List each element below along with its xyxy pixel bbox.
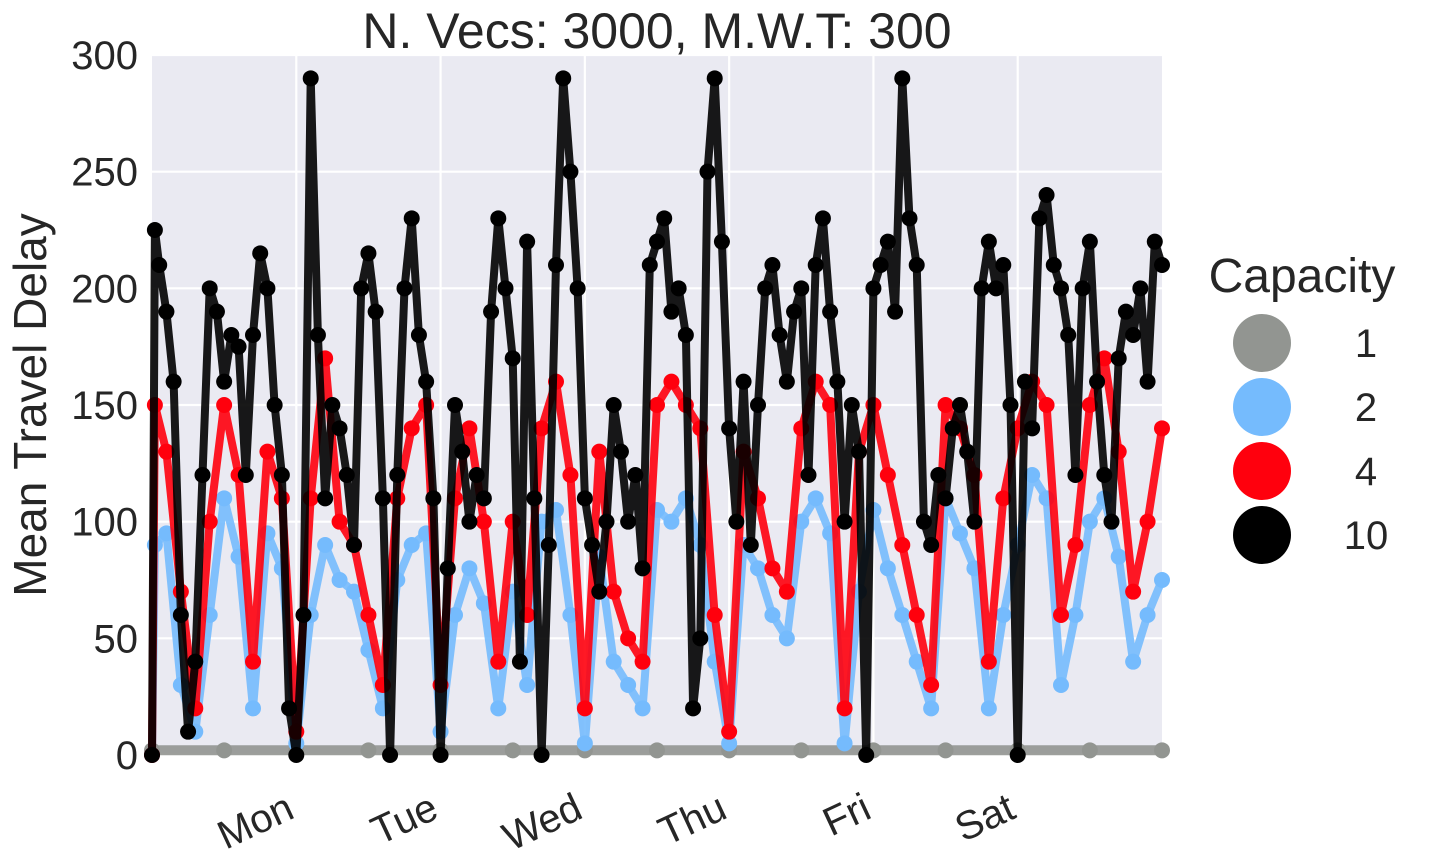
series-band [148,471,1166,756]
y-axis-label: Mean Travel Delay [4,213,56,597]
x-tick-label: Sat [949,785,1022,850]
x-tick-labels: Mon Tue Wed Thu Fri Sat [211,785,1022,859]
y-tick-label: 200 [71,267,138,311]
scatter-points [144,70,1170,763]
x-tick-label: Thu [652,785,733,854]
series-10 [144,70,1170,763]
legend: Capacity 1 2 4 10 [1209,250,1396,564]
y-tick-label: 100 [71,501,138,545]
x-tick-label: Mon [211,785,300,858]
x-tick-label: Tue [365,785,445,853]
legend-title: Capacity [1209,250,1396,303]
legend-label: 2 [1355,386,1377,430]
y-tick-labels: 0 50 100 150 200 250 300 [71,34,138,778]
chart-title: N. Vecs: 3000, M.W.T: 300 [362,3,951,59]
legend-marker [1233,314,1291,372]
legend-marker [1233,442,1291,500]
legend-marker [1233,506,1291,564]
series-band [148,74,1166,759]
x-tick-label: Fri [816,785,877,845]
y-tick-label: 0 [116,734,138,778]
y-tick-label: 300 [71,34,138,78]
legend-marker [1233,378,1291,436]
y-tick-label: 250 [71,151,138,195]
x-tick-label: Wed [496,785,588,859]
legend-label: 1 [1355,322,1377,366]
y-tick-label: 150 [71,384,138,428]
legend-label: 4 [1355,450,1377,494]
y-tick-label: 50 [94,617,139,661]
legend-label: 10 [1344,514,1389,558]
